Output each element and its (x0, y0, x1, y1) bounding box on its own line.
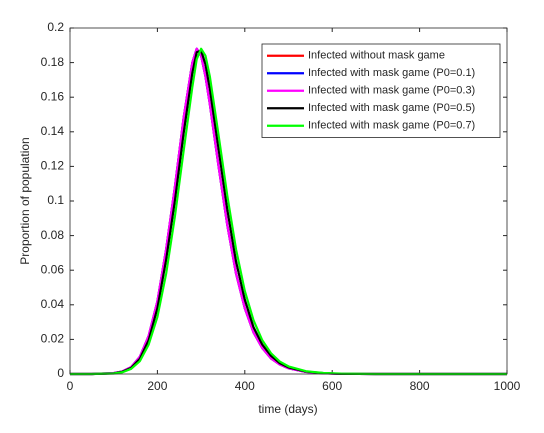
y-tick-label: 0.18 (41, 55, 65, 69)
series-line (70, 47, 507, 376)
legend-label: Infected with mask game (P0=0.3) (308, 85, 475, 97)
y-tick-label: 0.16 (41, 89, 65, 103)
x-tick-label: 400 (235, 379, 255, 393)
y-tick-label: 0.1 (47, 193, 64, 207)
x-tick-label: 600 (322, 379, 342, 393)
y-tick-label: 0.12 (41, 159, 65, 173)
x-axis-label: time (days) (258, 402, 317, 416)
axes-box (69, 27, 508, 375)
y-tick-label: 0.06 (41, 262, 65, 276)
y-tick-label: 0.14 (41, 124, 65, 138)
y-tick-label: 0.08 (41, 228, 65, 242)
legend-label: Infected with mask game (P0=0.1) (308, 67, 475, 79)
x-tick-label: 0 (67, 379, 74, 393)
x-tick-label: 1000 (494, 379, 521, 393)
x-tick-label: 800 (410, 379, 430, 393)
y-tick-label: 0.2 (47, 20, 64, 34)
legend-label: Infected without mask game (308, 50, 445, 62)
legend-label: Infected with mask game (P0=0.5) (308, 102, 475, 114)
y-tick-label: 0.04 (41, 297, 65, 311)
legend-label: Infected with mask game (P0=0.7) (308, 120, 475, 132)
y-tick-label: 0 (57, 366, 64, 380)
x-tick-label: 200 (147, 379, 167, 393)
legend: Infected without mask game Infected with … (261, 43, 501, 138)
y-tick-label: 0.02 (41, 332, 65, 346)
y-axis-label: Proportion of population (18, 137, 32, 264)
